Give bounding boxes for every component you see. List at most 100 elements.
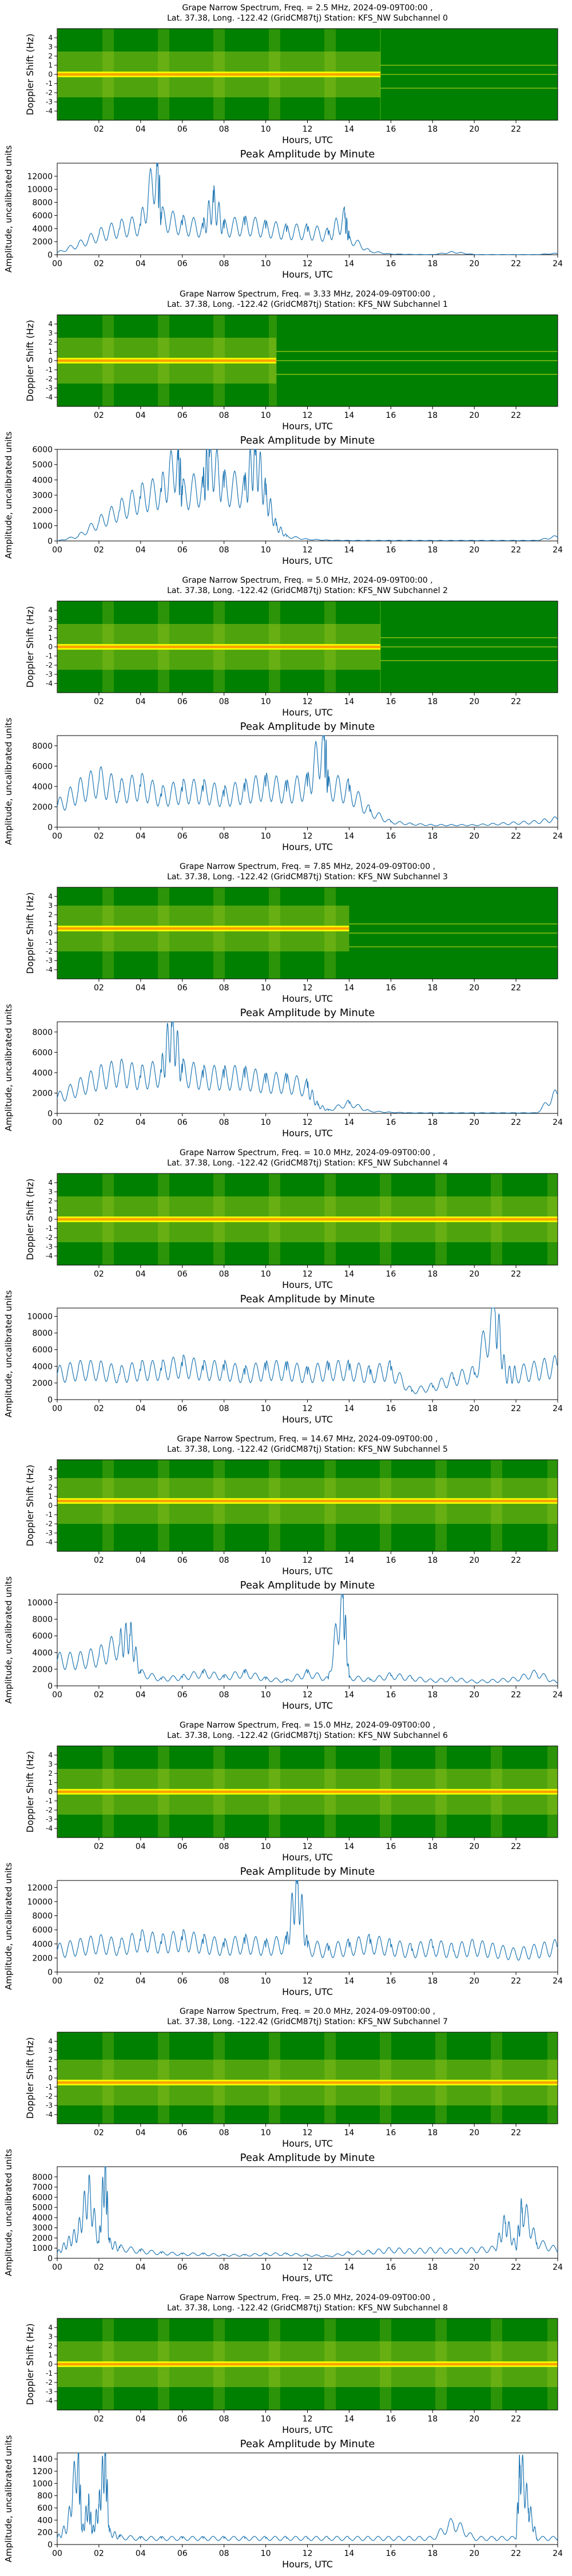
spectrogram-streak xyxy=(501,1460,502,1551)
y-tick-label: -4 xyxy=(46,393,53,401)
spectrogram-streak xyxy=(390,2032,391,2124)
spectrogram-streak xyxy=(495,1460,496,1551)
x-tick-label: 12 xyxy=(303,1842,313,1851)
x-tick-label: 14 xyxy=(344,1270,355,1279)
x-tick-label: 04 xyxy=(136,2415,146,2424)
amplitude-series-line xyxy=(57,163,558,255)
y-axis-label: Amplitude, uncalibrated units xyxy=(3,2435,14,2563)
y-tick-label: 1 xyxy=(48,1206,53,1214)
x-tick-label: 16 xyxy=(386,259,396,268)
x-tick-label: 12 xyxy=(303,1404,313,1413)
spectrogram-streak xyxy=(550,1460,551,1551)
x-tick-label: 08 xyxy=(219,259,229,268)
x-tick-label: 02 xyxy=(94,2549,104,2558)
y-tick-label: -2 xyxy=(46,375,53,383)
x-tick-label: 20 xyxy=(469,1690,479,1700)
spectrogram-streak xyxy=(494,1460,495,1551)
spectrogram-streak xyxy=(158,1460,159,1551)
plot-frame xyxy=(57,2452,558,2545)
spectrogram-title-line2: Lat. 37.38, Long. -122.42 (GridCM87tj) S… xyxy=(167,2304,448,2313)
x-tick-label: 12 xyxy=(303,2263,313,2272)
y-tick-label: 2 xyxy=(48,338,53,346)
x-tick-label: 06 xyxy=(177,2549,188,2558)
y-tick-label: 1200 xyxy=(32,2467,53,2476)
y-tick-label: 3 xyxy=(48,1760,53,1768)
x-tick-label: 20 xyxy=(469,1556,479,1565)
y-tick-label: -3 xyxy=(46,670,53,678)
spectrogram-streak xyxy=(105,887,106,979)
x-tick-label: 10 xyxy=(261,1977,271,1986)
chart-title: Peak Amplitude by Minute xyxy=(240,2152,375,2164)
spectrogram-streak xyxy=(168,887,169,979)
spectrogram-streak xyxy=(329,887,330,979)
spectrogram-streak xyxy=(167,1460,168,1551)
spectrogram-streak xyxy=(106,887,107,979)
spectrogram-streak xyxy=(221,2032,223,2124)
y-axis-label: Amplitude, uncalibrated units xyxy=(3,432,14,559)
spectrogram-streak xyxy=(162,887,164,979)
spectrogram-streak xyxy=(436,1460,438,1551)
spectrogram-streak xyxy=(331,2032,332,2124)
y-tick-label: 1000 xyxy=(32,2244,53,2253)
spectrogram-title-line2: Lat. 37.38, Long. -122.42 (GridCM87tj) S… xyxy=(167,2017,448,2026)
x-tick-label: 22 xyxy=(511,2415,521,2424)
spectrogram-streak xyxy=(333,2032,335,2124)
y-tick-label: 2 xyxy=(48,52,53,60)
x-tick-label: 18 xyxy=(427,2128,438,2138)
x-tick-label: 18 xyxy=(427,2549,438,2558)
y-tick-label: 2 xyxy=(48,911,53,919)
spectrogram-streak xyxy=(444,1460,446,1551)
x-tick-label: 08 xyxy=(219,697,229,706)
x-tick-label: 18 xyxy=(427,697,438,706)
spectrogram-streak xyxy=(223,887,224,979)
x-tick-label: 22 xyxy=(511,411,521,420)
spectrogram-streak xyxy=(276,887,277,979)
spectrogram-trace-core xyxy=(57,1500,558,1502)
spectrogram-streak xyxy=(160,2032,161,2124)
x-tick-label: 06 xyxy=(177,2415,188,2424)
x-tick-label: 00 xyxy=(52,2263,62,2272)
x-axis-label: Hours, UTC xyxy=(282,555,333,566)
x-tick-label: 10 xyxy=(261,411,271,420)
y-tick-label: -3 xyxy=(46,2388,53,2396)
spectrogram-streak xyxy=(269,1460,270,1551)
spectrogram-streak xyxy=(108,2032,109,2124)
x-tick-label: 22 xyxy=(511,983,521,993)
y-tick-label: 2000 xyxy=(32,507,53,516)
spectrogram-streak xyxy=(271,1460,272,1551)
y-tick-label: 4000 xyxy=(32,783,53,792)
x-tick-label: 00 xyxy=(52,832,62,841)
x-tick-label: 18 xyxy=(427,1556,438,1565)
x-tick-label: 06 xyxy=(177,1404,188,1413)
y-tick-label: 0 xyxy=(48,357,53,365)
y-axis-label: Amplitude, uncalibrated units xyxy=(3,1863,14,1990)
spectrogram-streak xyxy=(219,887,220,979)
spectrogram-streak xyxy=(104,887,105,979)
spectrogram-streak xyxy=(106,1460,107,1551)
y-tick-label: -4 xyxy=(46,1538,53,1546)
spectrogram-streak xyxy=(551,1460,552,1551)
spectrogram-streak xyxy=(335,1460,336,1551)
spectrogram-streak xyxy=(159,1460,160,1551)
x-tick-label: 10 xyxy=(261,2263,271,2272)
x-axis-label: Hours, UTC xyxy=(282,421,333,432)
y-tick-label: 4 xyxy=(48,1751,53,1759)
x-axis-label: Hours, UTC xyxy=(282,993,333,1004)
spectrogram-streak xyxy=(270,887,271,979)
x-tick-label: 20 xyxy=(469,1118,479,1127)
spectrogram-streak xyxy=(272,1460,273,1551)
spectrogram-streak xyxy=(272,887,273,979)
spectrogram-streak xyxy=(221,1460,223,1551)
x-tick-label: 08 xyxy=(219,2415,229,2424)
spectrogram-streak xyxy=(332,887,333,979)
spectrogram-streak xyxy=(218,887,219,979)
x-tick-label: 18 xyxy=(427,1842,438,1851)
spectrogram-streak xyxy=(104,2032,105,2124)
y-tick-label: 3 xyxy=(48,2046,53,2055)
y-tick-label: 2000 xyxy=(32,1954,53,1963)
x-tick-label: 08 xyxy=(219,1977,229,1986)
x-tick-label: 04 xyxy=(136,411,146,420)
chart-title: Peak Amplitude by Minute xyxy=(240,434,375,447)
amplitude-chart-5: Peak Amplitude by Minute 00 02 04 06 08 10 12 14… xyxy=(3,1577,563,1711)
y-tick-label: 4 xyxy=(48,34,53,42)
